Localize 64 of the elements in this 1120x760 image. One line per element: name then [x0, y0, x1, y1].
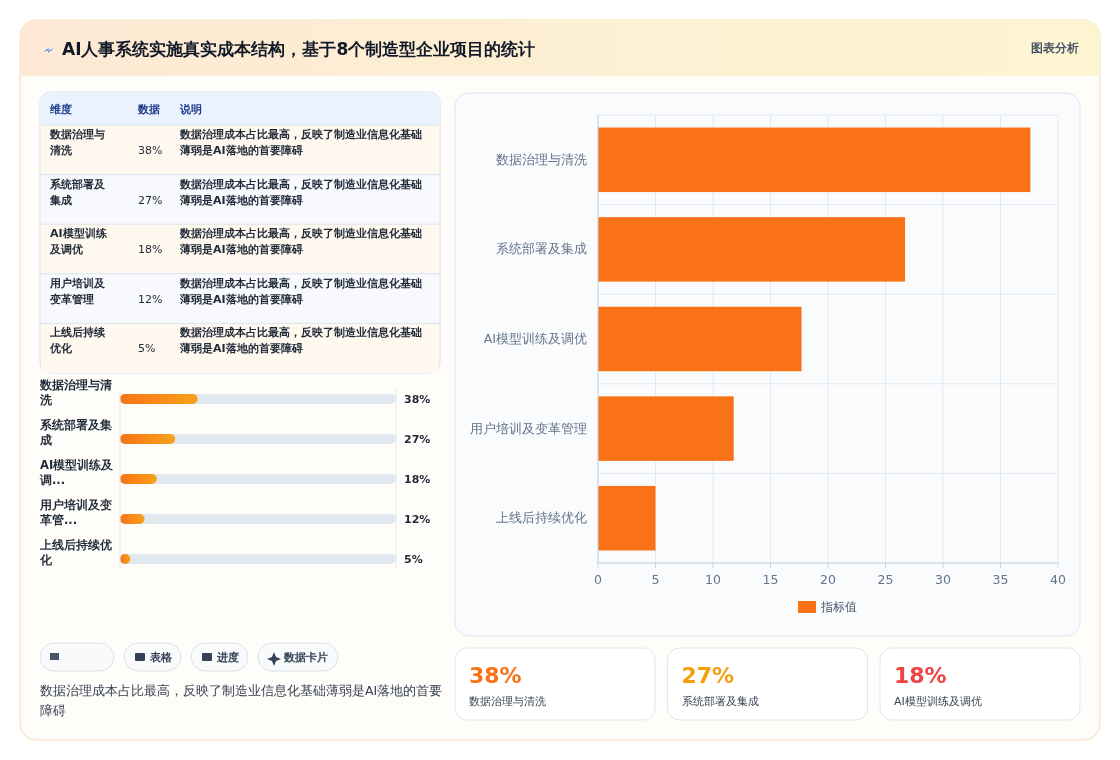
- bar: [598, 485, 656, 551]
- bar: [598, 306, 802, 372]
- category-label: 系统部署及集成: [49, 177, 106, 207]
- text: 数据治理成本占比最高，反映了制造业信息化基础薄弱是AI落地的首要障碍: [179, 276, 422, 306]
- text: 27%: [681, 663, 735, 688]
- x-tick-label: 35: [992, 572, 1009, 587]
- category-label: 数据治理与清洗: [49, 128, 105, 157]
- text: 维度: [49, 103, 72, 116]
- text: 18%: [894, 663, 947, 688]
- legend-label: 指标值: [820, 600, 857, 614]
- x-tick-label: 40: [1050, 572, 1066, 587]
- category-label: 上线后持续优化: [49, 326, 106, 356]
- text: 数据治理成本占比最高，反映了制造业信息化基础薄弱是AI落地的首要障碍: [179, 326, 422, 356]
- text: 数据: [137, 103, 160, 116]
- text: 38%: [469, 663, 522, 688]
- text: 进度: [216, 651, 239, 664]
- bar: [120, 514, 145, 524]
- y-tick-label: 用户培训及变革管理: [470, 420, 587, 436]
- text: 说明: [179, 103, 202, 116]
- data-label: 18%: [404, 473, 431, 486]
- data-label: 12%: [404, 513, 431, 526]
- category-label: 上线后持续优化: [40, 537, 112, 567]
- x-tick-label: 30: [935, 572, 951, 587]
- x-tick-label: 25: [877, 572, 894, 587]
- x-tick-label: 5: [651, 572, 660, 587]
- category-label: 系统部署及集成: [40, 417, 112, 447]
- text: 18%: [138, 243, 163, 257]
- category-label: 系统部署及集成: [681, 695, 759, 708]
- text: 12%: [138, 292, 163, 306]
- text: 数据治理成本占比最高，反映了制造业信息化基础薄弱是AI落地的首要障碍: [40, 683, 443, 718]
- category-label: AI模型训练及调优: [894, 695, 982, 708]
- text: 数据治理成本占比最高，反映了制造业信息化基础薄弱是AI落地的首要障碍: [179, 227, 422, 257]
- x-tick-label: 20: [820, 572, 836, 587]
- x-tick-label: 10: [705, 572, 721, 587]
- text: 图表分析: [1031, 41, 1079, 55]
- category-label: 用户培训及变革管理: [49, 276, 106, 306]
- bar: [598, 127, 1031, 193]
- data-label: 27%: [404, 433, 431, 446]
- x-tick-label: 0: [594, 572, 603, 587]
- x-tick-label: 15: [762, 572, 779, 587]
- category-label: 用户培训及变革管...: [40, 497, 112, 527]
- y-tick-label: 系统部署及集成: [496, 241, 587, 257]
- text: 表格: [149, 651, 173, 664]
- data-label: 38%: [404, 393, 431, 406]
- category-label: AI模型训练及调...: [40, 457, 114, 487]
- text: 27%: [138, 193, 163, 207]
- category-label: 数据治理与清洗: [469, 695, 546, 708]
- y-tick-label: AI模型训练及调优: [483, 331, 587, 346]
- text: 数据治理成本占比最高，反映了制造业信息化基础薄弱是AI落地的首要障碍: [179, 128, 422, 157]
- text: 5%: [138, 342, 156, 356]
- text: AI人事系统实施真实成本结构，基于8个制造型企业项目的统计: [62, 39, 536, 59]
- y-tick-label: 上线后持续优化: [496, 510, 587, 526]
- text: 数据卡片: [283, 651, 328, 664]
- text: 38%: [138, 144, 163, 157]
- bar: [598, 217, 906, 282]
- bar: [598, 396, 734, 461]
- category-label: AI模型训练及调优: [49, 227, 107, 257]
- category-label: 数据治理与清洗: [40, 377, 112, 407]
- y-tick-label: 数据治理与清洗: [496, 151, 587, 167]
- bar: [120, 474, 157, 484]
- data-label: 5%: [404, 553, 423, 566]
- text: 数据治理成本占比最高，反映了制造业信息化基础薄弱是AI落地的首要障碍: [179, 177, 422, 207]
- bar: [120, 434, 176, 444]
- bar: [120, 394, 198, 404]
